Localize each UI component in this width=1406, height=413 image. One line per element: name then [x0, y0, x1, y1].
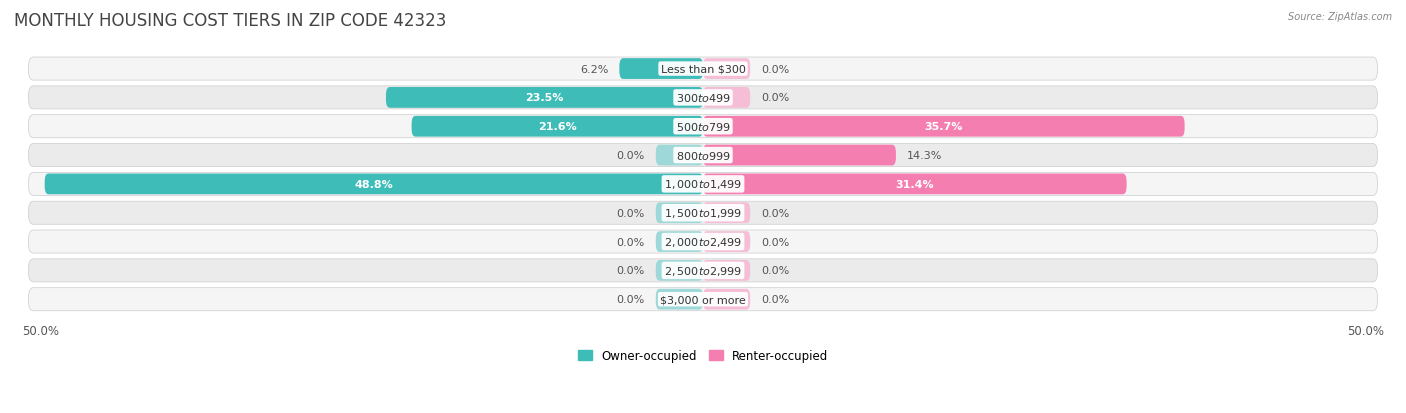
Text: $800 to $999: $800 to $999 [675, 150, 731, 161]
Text: 0.0%: 0.0% [761, 294, 789, 304]
Text: $1,500 to $1,999: $1,500 to $1,999 [664, 207, 742, 220]
Text: 0.0%: 0.0% [617, 294, 645, 304]
Text: 0.0%: 0.0% [761, 64, 789, 74]
Text: $2,500 to $2,999: $2,500 to $2,999 [664, 264, 742, 277]
Text: 21.6%: 21.6% [538, 122, 576, 132]
FancyBboxPatch shape [28, 144, 1378, 167]
FancyBboxPatch shape [703, 232, 751, 252]
FancyBboxPatch shape [703, 203, 751, 223]
FancyBboxPatch shape [703, 116, 1185, 137]
Text: 0.0%: 0.0% [761, 266, 789, 276]
Legend: Owner-occupied, Renter-occupied: Owner-occupied, Renter-occupied [572, 344, 834, 367]
Text: 0.0%: 0.0% [617, 151, 645, 161]
FancyBboxPatch shape [703, 88, 751, 109]
Text: $300 to $499: $300 to $499 [675, 92, 731, 104]
Text: 0.0%: 0.0% [761, 93, 789, 103]
Text: Less than $300: Less than $300 [661, 64, 745, 74]
Text: $2,000 to $2,499: $2,000 to $2,499 [664, 235, 742, 249]
Text: 50.0%: 50.0% [1347, 324, 1385, 337]
FancyBboxPatch shape [655, 289, 703, 310]
Text: 6.2%: 6.2% [581, 64, 609, 74]
Text: 23.5%: 23.5% [526, 93, 564, 103]
Text: 14.3%: 14.3% [907, 151, 942, 161]
Text: MONTHLY HOUSING COST TIERS IN ZIP CODE 42323: MONTHLY HOUSING COST TIERS IN ZIP CODE 4… [14, 12, 447, 30]
FancyBboxPatch shape [387, 88, 703, 109]
FancyBboxPatch shape [655, 260, 703, 281]
FancyBboxPatch shape [28, 173, 1378, 196]
Text: 50.0%: 50.0% [21, 324, 59, 337]
FancyBboxPatch shape [655, 145, 703, 166]
FancyBboxPatch shape [655, 203, 703, 223]
FancyBboxPatch shape [703, 145, 896, 166]
FancyBboxPatch shape [703, 260, 751, 281]
FancyBboxPatch shape [412, 116, 703, 137]
Text: 31.4%: 31.4% [896, 180, 934, 190]
FancyBboxPatch shape [28, 202, 1378, 225]
Text: Source: ZipAtlas.com: Source: ZipAtlas.com [1288, 12, 1392, 22]
FancyBboxPatch shape [28, 230, 1378, 254]
FancyBboxPatch shape [703, 174, 1126, 195]
Text: 0.0%: 0.0% [761, 208, 789, 218]
FancyBboxPatch shape [28, 87, 1378, 110]
FancyBboxPatch shape [28, 115, 1378, 138]
Text: 0.0%: 0.0% [617, 266, 645, 276]
FancyBboxPatch shape [45, 174, 703, 195]
FancyBboxPatch shape [620, 59, 703, 80]
Text: 48.8%: 48.8% [354, 180, 394, 190]
FancyBboxPatch shape [703, 59, 751, 80]
FancyBboxPatch shape [655, 232, 703, 252]
Text: 35.7%: 35.7% [925, 122, 963, 132]
FancyBboxPatch shape [28, 58, 1378, 81]
FancyBboxPatch shape [703, 289, 751, 310]
Text: $500 to $799: $500 to $799 [675, 121, 731, 133]
Text: $1,000 to $1,499: $1,000 to $1,499 [664, 178, 742, 191]
FancyBboxPatch shape [28, 259, 1378, 282]
Text: 0.0%: 0.0% [617, 208, 645, 218]
Text: $3,000 or more: $3,000 or more [661, 294, 745, 304]
FancyBboxPatch shape [28, 288, 1378, 311]
Text: 0.0%: 0.0% [617, 237, 645, 247]
Text: 0.0%: 0.0% [761, 237, 789, 247]
